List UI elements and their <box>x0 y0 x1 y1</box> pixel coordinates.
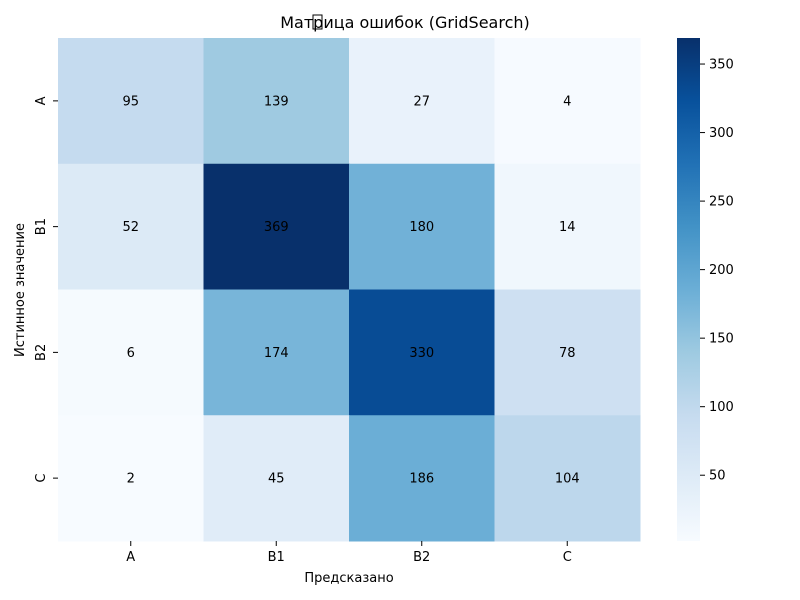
x-axis: A B1 B2 C <box>126 541 572 565</box>
heatmap-cell <box>349 415 495 542</box>
heatmap-cell <box>58 163 204 290</box>
cell-value-label: 139 <box>264 94 289 109</box>
cell-value-label: 180 <box>409 220 434 235</box>
x-tick-label: B1 <box>268 550 285 565</box>
x-tick-label: C <box>563 550 572 565</box>
colorbar-tick-label: 350 <box>709 58 734 73</box>
cell-value-label: 52 <box>122 220 139 235</box>
heatmap-cell <box>203 163 350 290</box>
x-tick-label: A <box>126 550 135 565</box>
colorbar-tick-label: 150 <box>709 332 734 347</box>
heatmap-cell <box>349 163 495 290</box>
cell-value-label: 78 <box>559 346 576 361</box>
cell-value-label: 14 <box>559 220 576 235</box>
colorbar-tick-label: 300 <box>709 126 734 141</box>
heatmap-cell <box>203 415 350 542</box>
cell-value-label: 104 <box>555 472 580 487</box>
cell-value-label: 45 <box>268 472 285 487</box>
y-tick-label: B1 <box>34 218 49 235</box>
y-axis: A B1 B2 C <box>34 96 58 483</box>
colorbar: 50 100 150 200 250 300 350 <box>677 38 734 541</box>
y-axis-label: Истинное значение <box>13 223 28 357</box>
chart-title-text: Матрица ошибок (GridSearch) <box>280 13 530 32</box>
heatmap-cell <box>203 289 350 416</box>
colorbar-ticks: 50 100 150 200 250 300 350 <box>700 58 734 484</box>
heatmap-cell <box>203 38 350 165</box>
y-tick-label: C <box>34 474 49 483</box>
y-tick-label: A <box>34 96 49 105</box>
heatmap-cell <box>349 289 495 416</box>
heatmap-cell <box>494 289 641 416</box>
x-tick-label: B2 <box>413 550 430 565</box>
heatmap-cells: 95 139 27 4 52 369 180 14 6 174 330 78 2 45 186 104 <box>58 38 641 542</box>
heatmap-cell <box>58 415 204 542</box>
colorbar-tick-label: 200 <box>709 263 734 278</box>
cell-value-label: 27 <box>413 94 430 109</box>
y-tick-label: B2 <box>34 344 49 361</box>
colorbar-tick-label: 250 <box>709 195 734 210</box>
x-axis-label: Предсказано <box>304 571 393 586</box>
heatmap-cell <box>58 289 204 416</box>
heatmap-cell <box>494 415 641 542</box>
cell-value-label: 4 <box>563 94 571 109</box>
colorbar-gradient <box>677 38 700 541</box>
heatmap-cell <box>58 38 204 165</box>
cell-value-label: 369 <box>264 220 289 235</box>
cell-value-label: 95 <box>122 94 139 109</box>
missing-glyph-icon <box>312 14 323 30</box>
heatmap-cell <box>494 163 641 290</box>
cell-value-label: 174 <box>264 346 289 361</box>
cell-value-label: 2 <box>127 472 135 487</box>
cell-value-label: 186 <box>409 472 434 487</box>
colorbar-tick-label: 50 <box>709 469 726 484</box>
cell-value-label: 330 <box>409 346 434 361</box>
heatmap-cell <box>349 38 495 165</box>
cell-value-label: 6 <box>127 346 135 361</box>
colorbar-tick-label: 100 <box>709 400 734 415</box>
heatmap-cell <box>494 38 641 165</box>
chart-title: Матрица ошибок (GridSearch) <box>280 13 530 32</box>
